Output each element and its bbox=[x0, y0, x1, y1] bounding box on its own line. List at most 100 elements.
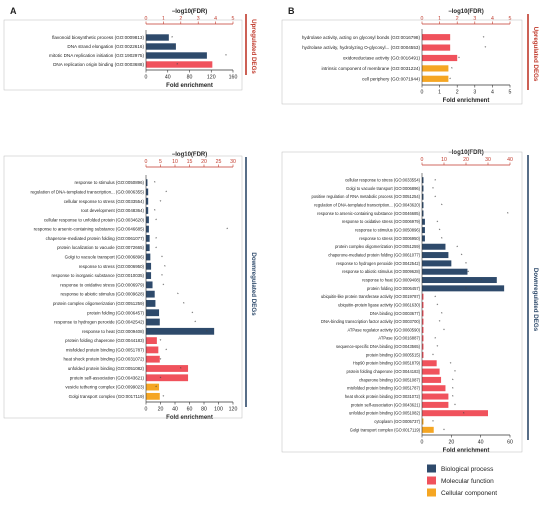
top-axis-tick-label: 5 bbox=[509, 16, 512, 22]
bottom-axis-tick-label: 40 bbox=[165, 75, 171, 81]
bottom-axis-tick-label: 0 bbox=[421, 90, 424, 96]
top-axis-tick-label: 20 bbox=[201, 159, 207, 165]
bar bbox=[146, 244, 150, 252]
top-axis-tick-label: 3 bbox=[473, 16, 476, 22]
bar bbox=[422, 426, 434, 433]
category-label: response to arsenic-containing substance… bbox=[317, 211, 420, 216]
category-label: Golgi to vacuole transport (GO:0006896) bbox=[65, 255, 145, 260]
bar bbox=[422, 326, 424, 333]
category-label: response to oxidative stress (GO:0006979… bbox=[60, 282, 144, 287]
legend-swatch bbox=[427, 476, 436, 485]
fdr-point: * bbox=[225, 53, 227, 58]
category-label: response to abiotic stimulus (GO:0009628… bbox=[342, 269, 420, 274]
bottom-axis-tick-label: 160 bbox=[229, 75, 238, 81]
bar bbox=[146, 197, 149, 205]
fdr-point: * bbox=[443, 328, 445, 333]
bar bbox=[422, 268, 468, 275]
bar bbox=[422, 360, 437, 367]
bar bbox=[146, 253, 151, 261]
bar bbox=[422, 368, 440, 375]
bottom-axis-tick-label: 4 bbox=[491, 90, 494, 96]
bar bbox=[146, 337, 157, 345]
category-label: chaperone-mediated protein folding (GO:0… bbox=[46, 236, 145, 241]
category-label: Golgi transport complex (GO:0017119) bbox=[69, 394, 145, 399]
fdr-point: * bbox=[226, 227, 228, 232]
category-label: misfolded protein binding (GO:0051787) bbox=[66, 347, 145, 352]
fdr-point: * bbox=[154, 180, 156, 185]
top-axis-tick-label: 15 bbox=[187, 159, 193, 165]
bottom-axis-tick-label: 100 bbox=[214, 407, 223, 413]
bar bbox=[146, 309, 160, 317]
panel-label-a: A bbox=[10, 6, 17, 16]
group-label: Downregulated DEGs bbox=[532, 268, 539, 332]
bar bbox=[422, 401, 449, 408]
top-axis-tick-label: 10 bbox=[441, 157, 447, 163]
bar bbox=[422, 218, 425, 225]
category-label: chaperone-mediated protein folding (GO:0… bbox=[328, 252, 420, 257]
category-label: DNA strand elongation (GO:0022616) bbox=[67, 44, 144, 49]
category-label: protein folding chaperone (GO:0044183) bbox=[65, 338, 144, 343]
fdr-point: * bbox=[206, 329, 208, 334]
top-axis-tick-label: 4 bbox=[214, 16, 217, 22]
fdr-point: * bbox=[443, 427, 445, 432]
category-label: response to arsenic-containing substance… bbox=[34, 227, 145, 232]
fdr-point: * bbox=[434, 178, 436, 183]
category-label: cytoplasm (GO:0005737) bbox=[374, 419, 420, 424]
fdr-point: * bbox=[452, 386, 454, 391]
top-axis-tick-label: 30 bbox=[485, 157, 491, 163]
fdr-point: * bbox=[177, 292, 179, 297]
top-axis-title: −log10(FDR) bbox=[448, 150, 484, 156]
fdr-point: * bbox=[155, 217, 157, 222]
top-axis-tick-label: 25 bbox=[216, 159, 222, 165]
fdr-point: * bbox=[461, 253, 463, 258]
charts-layer: 0 1 2 3 4 5 −log10(FDR) flavonoid biosynthetic … bbox=[3, 9, 539, 454]
bar bbox=[422, 75, 449, 82]
fdr-point: * bbox=[439, 228, 441, 233]
panel-frame-a-up bbox=[3, 19, 243, 91]
bottom-axis-tick-label: 0 bbox=[145, 407, 148, 413]
bar bbox=[422, 185, 424, 192]
bottom-axis-tick-label: 120 bbox=[207, 75, 216, 81]
legend: Biological process Molecular function Cell… bbox=[427, 464, 497, 497]
category-label: regulation of DNA-templated transcriptio… bbox=[31, 189, 145, 194]
group-label: Upregulated DEGs bbox=[532, 27, 539, 82]
bar bbox=[146, 365, 189, 372]
fdr-point: * bbox=[465, 286, 467, 291]
bottom-axis-tick-label: 80 bbox=[201, 407, 207, 413]
category-label: unfolded protein binding (GO:0051082) bbox=[349, 411, 421, 416]
fdr-point: * bbox=[160, 338, 162, 343]
fdr-point: * bbox=[467, 269, 469, 274]
fdr-point: * bbox=[451, 66, 453, 71]
bar bbox=[146, 355, 160, 363]
fdr-point: * bbox=[432, 419, 434, 424]
fdr-point: * bbox=[164, 264, 166, 269]
bar bbox=[146, 300, 156, 307]
bar bbox=[422, 260, 452, 267]
chart-b-down: 0 10 20 30 40 −log10(FDR) cellular response to… bbox=[311, 150, 539, 454]
bar bbox=[422, 410, 488, 417]
category-label: DNA-binding transcription factor activit… bbox=[321, 319, 421, 324]
bottom-axis-tick-label: 0 bbox=[421, 440, 424, 446]
fdr-point: * bbox=[160, 375, 162, 380]
bar bbox=[422, 293, 424, 300]
fdr-point: * bbox=[434, 336, 436, 341]
top-axis-tick-label: 40 bbox=[507, 157, 513, 163]
panel-label-b: B bbox=[288, 6, 295, 16]
bar bbox=[422, 385, 446, 392]
bar bbox=[422, 243, 446, 250]
bar bbox=[422, 285, 505, 292]
bar bbox=[146, 281, 153, 289]
category-label: response to heat (GO:0009408) bbox=[82, 329, 145, 334]
bottom-axis-tick-label: 80 bbox=[187, 75, 193, 81]
fdr-point: * bbox=[171, 35, 173, 40]
category-label: mitotic DNA replication initiation (GO:1… bbox=[49, 53, 144, 58]
category-label: response to hydrogen peroxide (GO:004254… bbox=[54, 320, 144, 325]
fdr-point: * bbox=[454, 402, 456, 407]
category-label: Hsp90 protein binding (GO:0051879) bbox=[353, 361, 421, 366]
top-axis-tick-label: 1 bbox=[162, 16, 165, 22]
category-label: cell periphery (GO:0071944) bbox=[362, 76, 420, 81]
category-label: root development (GO:0048364) bbox=[81, 208, 145, 213]
bar bbox=[422, 277, 497, 284]
fdr-point: * bbox=[452, 378, 454, 383]
fdr-point: * bbox=[483, 35, 485, 40]
